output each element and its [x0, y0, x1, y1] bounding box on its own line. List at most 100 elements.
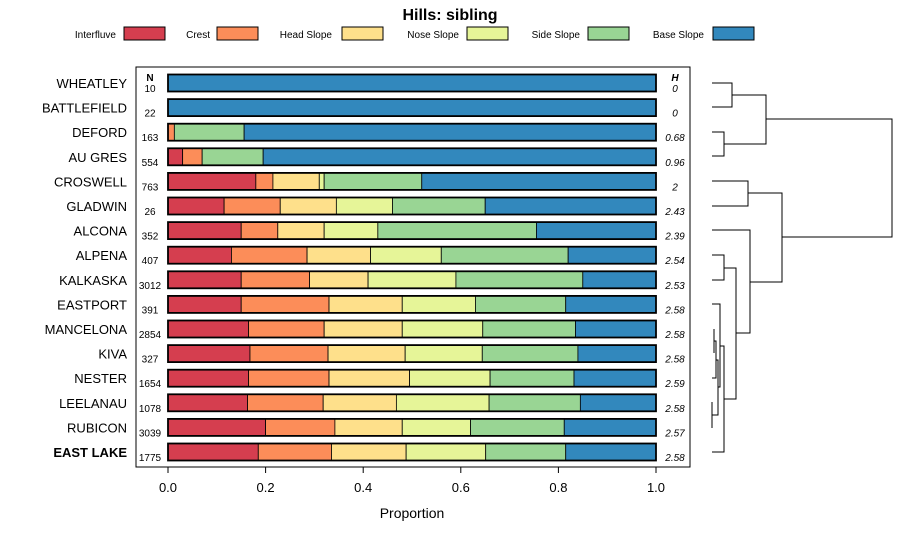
bar-segment-side-slope: [485, 443, 567, 461]
bar-row-kalkaska: [167, 270, 657, 290]
h-value: 0.68: [665, 133, 685, 144]
n-value: 10: [144, 84, 156, 95]
bar-row-east-lake: [167, 442, 657, 462]
bar-segment-base-slope: [582, 270, 657, 289]
bar-segment-head-slope: [309, 270, 369, 289]
bar-segment-nose-slope: [405, 443, 487, 461]
bar-segment-nose-slope: [370, 246, 442, 265]
bar-outline: [167, 245, 657, 265]
bar-segment-interfluve: [167, 443, 259, 461]
bar-segment-side-slope: [475, 295, 567, 314]
row-label: WHEATLEY: [56, 76, 127, 91]
legend-swatch-base-slope: [712, 26, 755, 41]
bar-segment-side-slope: [173, 123, 245, 142]
bar-segment-head-slope: [334, 418, 403, 437]
bar-segment-head-slope: [327, 344, 406, 363]
row-labels: WHEATLEY BATTLEFIELD DEFORD AU GRES CROSWELL…: [42, 76, 127, 460]
x-tick-label: 0.4: [354, 480, 372, 495]
bar-outline: [167, 171, 657, 191]
n-value: 554: [142, 158, 159, 169]
h-value: 2.39: [664, 232, 685, 243]
bar-segment-crest: [255, 172, 274, 191]
h-value: 2.58: [664, 355, 685, 366]
h-value: 2.57: [664, 428, 685, 439]
legend-swatch-crest: [216, 26, 259, 41]
bar-row-eastport: [167, 294, 657, 314]
bar-segment-base-slope: [262, 147, 657, 166]
bar-segment-side-slope: [481, 344, 579, 363]
legend-label-nose-slope: Nose Slope: [407, 30, 459, 41]
n-value: 1654: [139, 379, 162, 390]
row-label: EAST LAKE: [53, 445, 127, 460]
bar-segment-base-slope: [577, 344, 657, 363]
row-label: EASTPORT: [57, 297, 127, 312]
row-label: DEFORD: [72, 125, 127, 140]
bar-row-nester: [167, 368, 657, 388]
bar-segment-interfluve: [167, 197, 225, 215]
legend-swatch-interfluve: [123, 26, 166, 41]
bar-outline: [167, 344, 657, 364]
n-value: 391: [142, 305, 159, 316]
bar-segment-head-slope: [277, 221, 325, 240]
h-column-header: H: [671, 73, 679, 84]
bar-segment-nose-slope: [318, 172, 325, 191]
dendrogram-link: [724, 267, 737, 400]
bar-segment-head-slope: [328, 369, 410, 388]
bar-segment-interfluve: [167, 418, 266, 437]
x-axis-label: Proportion: [380, 505, 445, 521]
bar-segment-crest: [240, 295, 330, 314]
dendrogram-link: [712, 82, 733, 108]
bar-segment-head-slope: [323, 320, 403, 338]
bars: [167, 73, 657, 462]
bar-outline: [167, 73, 657, 93]
bar-segment-interfluve: [167, 172, 257, 191]
bar-segment-crest: [247, 393, 324, 412]
row-label: NESTER: [74, 371, 127, 386]
legend-swatch-side-slope: [587, 26, 630, 41]
row-label: RUBICON: [67, 420, 127, 435]
bar-segment-base-slope: [563, 418, 657, 437]
bar-row-alpena: [167, 245, 657, 265]
bar-segment-side-slope: [201, 147, 264, 166]
bar-segment-side-slope: [470, 418, 565, 437]
bar-row-mancelona: [167, 319, 657, 339]
n-value: 352: [142, 232, 159, 243]
bar-segment-interfluve: [167, 344, 251, 363]
row-label: KIVA: [98, 347, 127, 362]
bar-segment-head-slope: [331, 443, 407, 461]
n-value: 763: [142, 182, 159, 193]
h-value: 2.54: [664, 256, 685, 267]
n-value: 1775: [139, 453, 162, 464]
dendrogram-link: [712, 254, 725, 281]
bar-segment-base-slope: [536, 221, 657, 240]
bar-outline: [167, 368, 657, 388]
bar-segment-crest: [231, 246, 308, 265]
bar-segment-interfluve: [167, 270, 242, 289]
bar-segment-interfluve: [167, 369, 249, 388]
bar-outline: [167, 442, 657, 462]
bar-row-croswell: [167, 171, 657, 191]
bar-segment-nose-slope: [401, 418, 471, 437]
bar-outline: [167, 319, 657, 339]
bar-segment-crest: [248, 369, 330, 388]
legend-swatch-head-slope: [341, 26, 384, 41]
n-value: 327: [142, 355, 159, 366]
dendrogram-link: [712, 229, 751, 334]
bar-row-deford: [167, 122, 657, 142]
h-value: 2.53: [664, 281, 685, 292]
row-label: GLADWIN: [66, 199, 127, 214]
bar-segment-side-slope: [482, 320, 576, 338]
bar-segment-side-slope: [489, 369, 575, 388]
bar-outline: [167, 147, 657, 167]
row-label: LEELANAU: [59, 396, 127, 411]
bar-segment-base-slope: [565, 443, 657, 461]
bar-segment-crest: [249, 344, 329, 363]
n-value: 407: [142, 256, 159, 267]
bar-segment-base-slope: [579, 393, 657, 412]
bar-outline: [167, 196, 657, 216]
bar-outline: [167, 417, 657, 437]
dendrogram-link: [712, 359, 719, 416]
row-label: CROSWELL: [54, 174, 127, 189]
bar-row-kiva: [167, 344, 657, 364]
